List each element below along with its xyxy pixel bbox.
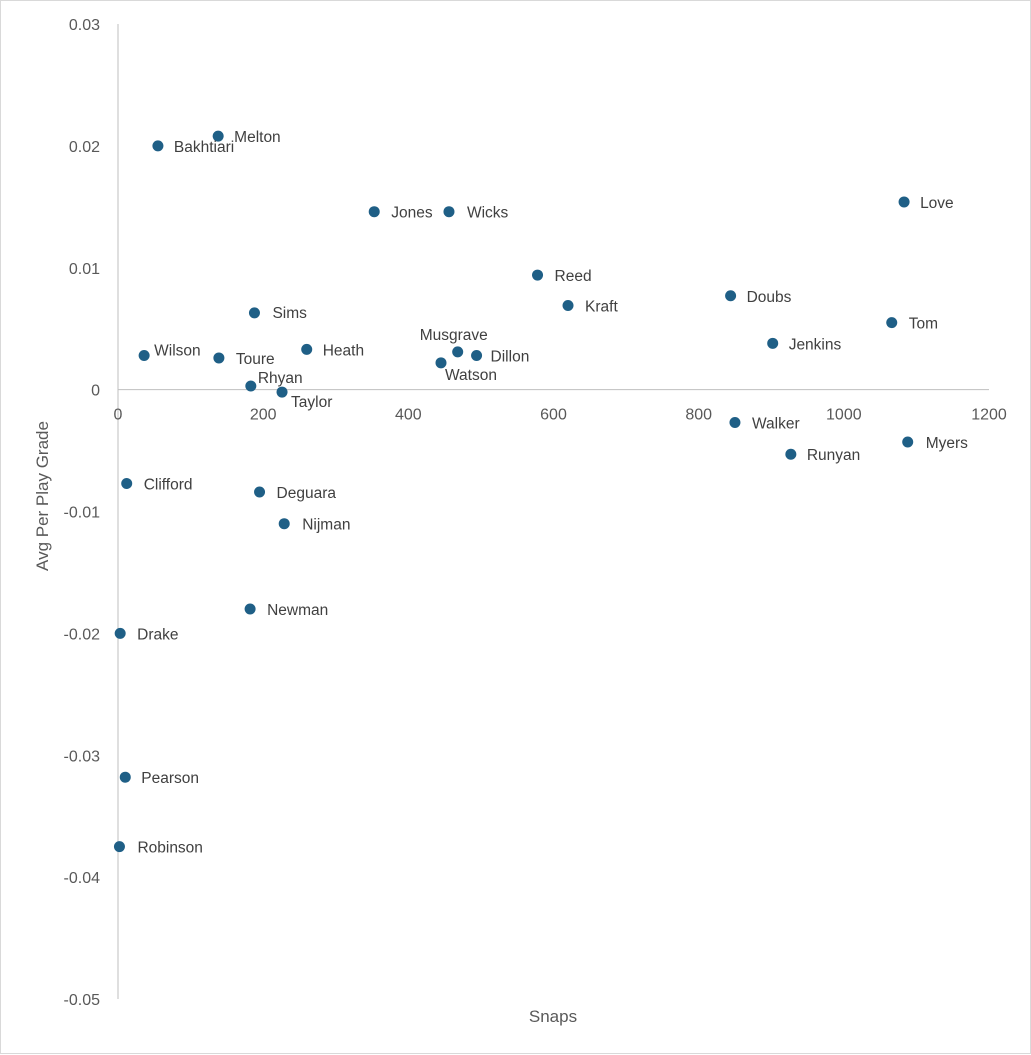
data-point-watson	[435, 357, 447, 369]
data-point-melton	[212, 130, 224, 142]
data-label-wicks: Wicks	[467, 205, 509, 222]
data-point-love	[898, 196, 910, 208]
data-point-robinson	[113, 841, 125, 853]
data-label-myers: Myers	[926, 435, 968, 452]
y-tick-label: -0.05	[64, 992, 101, 1009]
x-tick-labels: 0 200 400 600 800 1000 1200	[114, 407, 1007, 424]
data-point-pearson	[119, 771, 131, 783]
data-label-doubs: Doubs	[747, 289, 792, 306]
data-label-watson: Watson	[445, 367, 497, 384]
x-tick-label: 200	[250, 407, 277, 424]
data-label-newman: Newman	[267, 602, 328, 619]
data-label-clifford: Clifford	[144, 476, 193, 493]
data-label-pearson: Pearson	[141, 770, 199, 787]
data-label-runyan: Runyan	[807, 447, 860, 464]
data-label-sims: Sims	[272, 305, 307, 322]
data-point-drake	[114, 627, 126, 639]
data-label-bakhtiari: Bakhtiari	[174, 139, 234, 156]
data-point-jenkins	[767, 337, 779, 349]
x-axis-title: Snaps	[529, 1007, 577, 1026]
data-label-tom: Tom	[909, 316, 938, 333]
data-label-heath: Heath	[323, 342, 364, 359]
data-point-taylor	[276, 386, 288, 398]
axes	[117, 24, 989, 999]
data-point-nijman	[278, 518, 290, 530]
data-label-melton: Melton	[234, 129, 281, 146]
x-tick-label: 1200	[971, 407, 1007, 424]
data-point-dillon	[471, 350, 483, 361]
data-point-wilson	[138, 350, 150, 361]
data-point-runyan	[785, 448, 797, 460]
y-tick-label: 0.03	[69, 17, 100, 34]
data-label-jones: Jones	[391, 205, 433, 222]
data-label-nijman: Nijman	[302, 517, 350, 534]
data-point-reed	[532, 269, 544, 281]
y-tick-label: -0.04	[64, 870, 101, 887]
data-point-jones	[368, 206, 380, 218]
data-point-musgrave	[452, 346, 464, 358]
data-point-walker	[729, 417, 741, 429]
x-tick-label: 0	[114, 407, 123, 424]
data-point-rhyan	[245, 380, 257, 392]
data-point-toure	[213, 352, 225, 364]
x-tick-label: 400	[395, 407, 422, 424]
data-label-deguara: Deguara	[277, 485, 337, 502]
data-points	[113, 130, 914, 853]
data-point-wicks	[443, 206, 455, 218]
data-label-reed: Reed	[555, 268, 592, 285]
data-label-musgrave: Musgrave	[420, 327, 488, 344]
data-label-rhyan: Rhyan	[258, 370, 303, 387]
y-axis-title: Avg Per Play Grade	[33, 421, 52, 571]
data-label-drake: Drake	[137, 626, 178, 643]
data-label-taylor: Taylor	[291, 394, 332, 411]
y-tick-label: 0.01	[69, 261, 100, 278]
y-tick-label: 0	[91, 383, 100, 400]
data-point-doubs	[725, 290, 737, 302]
y-tick-label: -0.02	[64, 626, 101, 643]
data-label-wilson: Wilson	[154, 343, 201, 360]
data-point-kraft	[562, 300, 574, 312]
y-tick-labels: 0.03 0.02 0.01 0 -0.01 -0.02 -0.03 -0.04 -0.05	[64, 17, 101, 1009]
y-tick-label: -0.01	[64, 505, 101, 522]
data-label-walker: Walker	[752, 416, 800, 433]
data-label-kraft: Kraft	[585, 299, 618, 316]
data-point-deguara	[254, 486, 266, 498]
x-tick-label: 600	[540, 407, 567, 424]
data-label-toure: Toure	[236, 351, 275, 368]
data-point-newman	[244, 603, 256, 615]
data-point-sims	[248, 307, 260, 319]
x-tick-label: 1000	[826, 407, 862, 424]
data-point-tom	[886, 317, 898, 329]
data-label-dillon: Dillon	[491, 349, 530, 366]
y-tick-label: -0.03	[64, 748, 101, 765]
data-point-myers	[902, 436, 914, 448]
x-tick-label: 800	[685, 407, 712, 424]
y-tick-label: 0.02	[69, 139, 100, 156]
data-label-love: Love	[920, 195, 954, 212]
data-label-robinson: Robinson	[137, 840, 203, 857]
data-point-bakhtiari	[152, 140, 164, 152]
data-label-jenkins: Jenkins	[789, 336, 842, 353]
data-point-heath	[301, 343, 313, 355]
data-point-clifford	[121, 477, 133, 489]
